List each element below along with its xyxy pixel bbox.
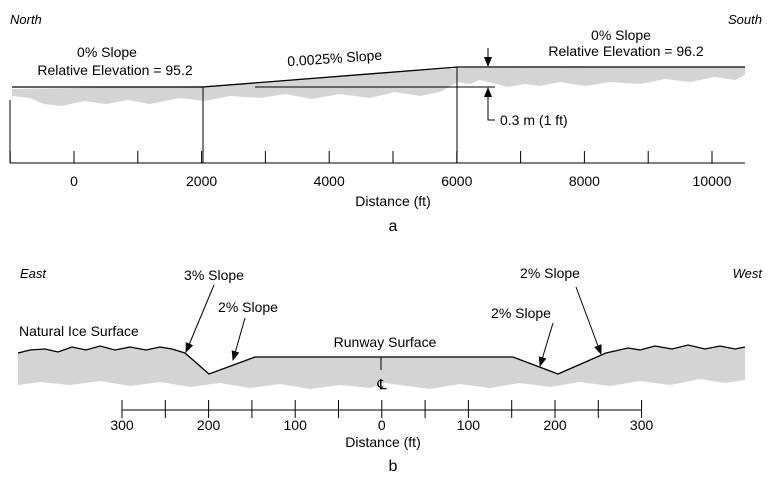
panel-a-surface-profile	[12, 66, 745, 88]
panel-b-tick-label: 100	[457, 417, 481, 433]
panel-a-left-slope: 0% Slope	[77, 44, 137, 60]
panel-b-tick-label: 100	[284, 417, 308, 433]
panel-b-surface-profile	[17, 344, 746, 375]
panel-b-label-2pct-slope-right-inner: 2% Slope	[491, 305, 551, 321]
panel-a-tick-label: 0	[70, 173, 78, 189]
panel-b-axis-label: Distance (ft)	[345, 434, 420, 450]
panel-b-label-3pct-slope: 3% Slope	[184, 267, 244, 283]
panel-a-axis-label: Distance (ft)	[355, 193, 430, 209]
panel-a-rise-label: 0.3 m (1 ft)	[500, 112, 568, 128]
panel-a-left-elevation: Relative Elevation = 95.2	[37, 62, 192, 78]
panel-b-centerline-symbol: ℄	[377, 376, 387, 392]
panel-b-arrow-2pct-right-outer	[575, 286, 602, 355]
panel-a-direction-north: North	[10, 12, 42, 27]
panel-b-runway-surface: Runway Surface	[334, 334, 437, 350]
panel-b-arrow-2pct-left-inner	[231, 317, 246, 361]
panel-a-tick-label: 10000	[693, 173, 732, 189]
panel-b-tick-label: 300	[110, 417, 134, 433]
panel-b-direction-west: West	[733, 266, 764, 281]
panel-b-arrow-3pct-left	[185, 284, 215, 353]
panel-a-tick-label: 4000	[314, 173, 345, 189]
panel-a-tick-label: 6000	[441, 173, 472, 189]
panel-b-panel-label: b	[389, 458, 398, 475]
panel-b-tick-label: 200	[543, 417, 567, 433]
panel-a-tick-label: 8000	[569, 173, 600, 189]
panel-a-direction-south: South	[728, 12, 762, 27]
panel-b-direction-east: East	[20, 266, 47, 281]
panel-a-panel-label: a	[389, 218, 398, 235]
panel-b-axis-ticks: 300 200 100 0 100 200 300	[110, 400, 653, 433]
panel-b-label-2pct-slope-left: 2% Slope	[218, 299, 278, 315]
panel-a-tick-label: 2000	[186, 173, 217, 189]
panel-a-right-slope: 0% Slope	[591, 27, 651, 43]
panel-b-arrow-2pct-right-inner	[538, 322, 554, 367]
panel-b-tick-label: 200	[197, 417, 221, 433]
panel-a-rise-leader	[487, 100, 495, 121]
panel-b-tick-label: 0	[378, 417, 386, 433]
panel-a-axis-ticks: 0 2000 4000 6000 8000 10000	[9, 151, 732, 189]
panel-b-natural-ice-surface: Natural Ice Surface	[19, 323, 139, 339]
panel-b-label-2pct-slope-right-outer: 2% Slope	[520, 265, 580, 281]
panel-b: 300 200 100 0 100 200 300 East West 3% Slope 2…	[17, 265, 764, 475]
panel-a-right-elevation: Relative Elevation = 96.2	[548, 43, 703, 59]
panel-a: 0 2000 4000 6000 8000 10000 North South 0% Sl…	[9, 12, 762, 235]
panel-a-middle-slope: 0.0025% Slope	[287, 47, 383, 70]
panel-b-tick-label: 300	[630, 417, 654, 433]
